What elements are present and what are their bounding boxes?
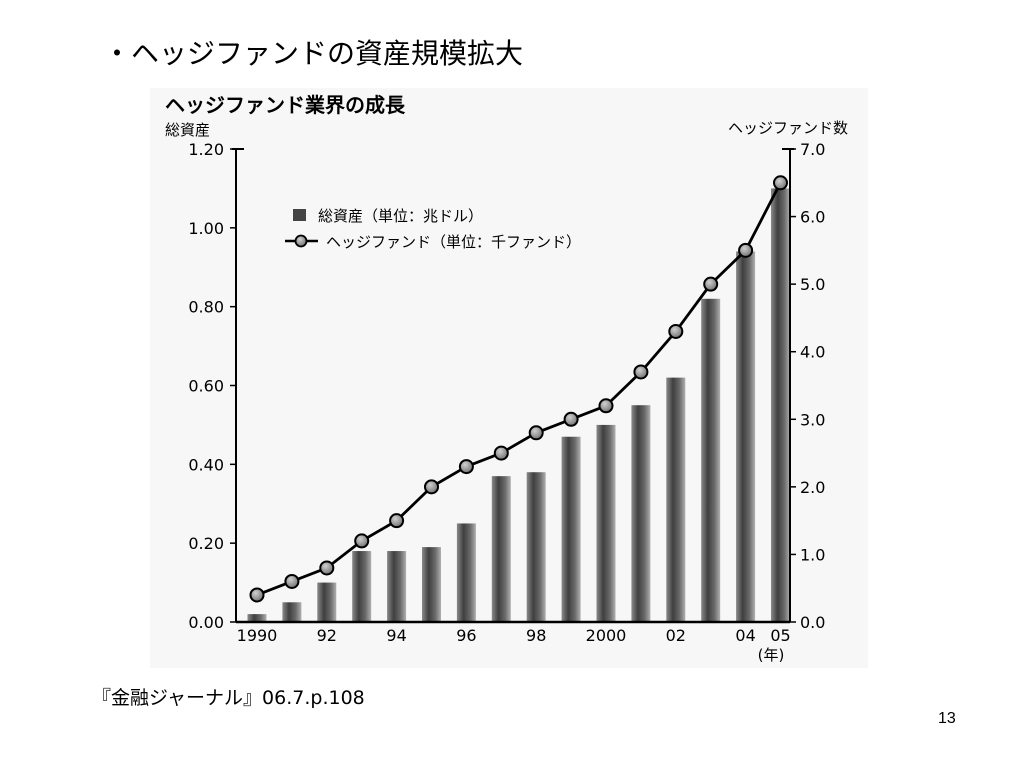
point-2001 xyxy=(633,364,649,380)
point-1990 xyxy=(249,587,265,603)
point-1997 xyxy=(493,445,509,461)
bar-2002 xyxy=(666,377,686,622)
right-axis-label: ヘッジファンド数 xyxy=(728,119,848,137)
legend-bar-swatch xyxy=(293,209,306,221)
right-tick-label: 7.0 xyxy=(800,140,825,159)
right-tick-label: 3.0 xyxy=(800,410,825,429)
bar-1998 xyxy=(526,472,546,622)
bar-1992 xyxy=(317,582,337,622)
x-tick-label: 98 xyxy=(526,626,546,645)
right-tick-label: 1.0 xyxy=(800,545,825,564)
x-tick-label: 94 xyxy=(386,626,406,645)
point-1991 xyxy=(284,573,300,589)
bar-1999 xyxy=(561,436,581,622)
point-2002 xyxy=(668,323,684,339)
bar-1994 xyxy=(387,551,407,622)
left-tick-label: 0.40 xyxy=(188,455,224,474)
point-1992 xyxy=(319,560,335,576)
source-citation: 『金融ジャーナル』06.7.p.108 xyxy=(92,687,365,709)
right-tick-label: 6.0 xyxy=(800,208,825,227)
axes xyxy=(232,148,794,624)
bar-1993 xyxy=(352,551,372,622)
bar-1997 xyxy=(491,476,511,622)
legend-line-label: ヘッジファンド（単位：千ファンド） xyxy=(326,233,581,251)
point-1995 xyxy=(424,479,439,495)
point-1996 xyxy=(458,459,474,475)
right-tick-label: 2.0 xyxy=(800,478,825,497)
left-tick-label: 0.00 xyxy=(188,613,224,632)
left-tick-label: 0.20 xyxy=(188,534,224,553)
bar-2000 xyxy=(596,424,616,622)
x-tick-label: 04 xyxy=(735,626,755,645)
point-2003 xyxy=(703,276,719,292)
right-tick-label: 0.0 xyxy=(800,613,825,632)
left-axis-label: 総資産 xyxy=(165,121,210,139)
x-tick-label: 1990 xyxy=(237,626,278,645)
point-2005 xyxy=(773,175,788,191)
bar-2003 xyxy=(701,298,721,622)
legend: 総資産（単位：兆ドル） ヘッジファンド（単位：千ファンド） xyxy=(285,207,581,251)
right-tick-label: 5.0 xyxy=(800,275,825,294)
point-2000 xyxy=(598,398,614,414)
x-axis-unit: (年) xyxy=(758,646,785,664)
left-tick-label: 1.20 xyxy=(188,140,224,159)
page-number: 13 xyxy=(938,710,956,727)
x-tick-label: 96 xyxy=(456,626,476,645)
fund-count-line xyxy=(256,182,782,597)
point-1998 xyxy=(528,425,544,441)
bar-1991 xyxy=(282,602,302,622)
x-tick-label: 05 xyxy=(770,626,790,645)
bar-2004 xyxy=(736,251,756,622)
slide-title: ・ヘッジファンドの資産規模拡大 xyxy=(103,37,524,70)
bar-1995 xyxy=(422,547,441,622)
left-tick-label: 0.80 xyxy=(188,298,224,317)
chart-title: ヘッジファンド業界の成長 xyxy=(165,93,406,117)
bar-2005 xyxy=(771,188,790,622)
right-tick-label: 4.0 xyxy=(800,343,825,362)
point-1994 xyxy=(389,513,405,529)
point-2004 xyxy=(738,242,754,258)
bar-2001 xyxy=(631,405,651,622)
legend-marker-swatch xyxy=(294,234,308,248)
x-tick-label: 2000 xyxy=(586,626,627,645)
left-tick-label: 1.00 xyxy=(188,219,224,238)
x-tick-label: 02 xyxy=(666,626,686,645)
x-tick-label: 92 xyxy=(317,626,337,645)
bar-1990 xyxy=(247,614,267,622)
legend-bar-label: 総資産（単位：兆ドル） xyxy=(318,207,483,225)
left-tick-label: 0.60 xyxy=(188,377,224,396)
point-1999 xyxy=(563,411,579,427)
point-1993 xyxy=(354,533,370,549)
bar-1996 xyxy=(456,523,476,622)
